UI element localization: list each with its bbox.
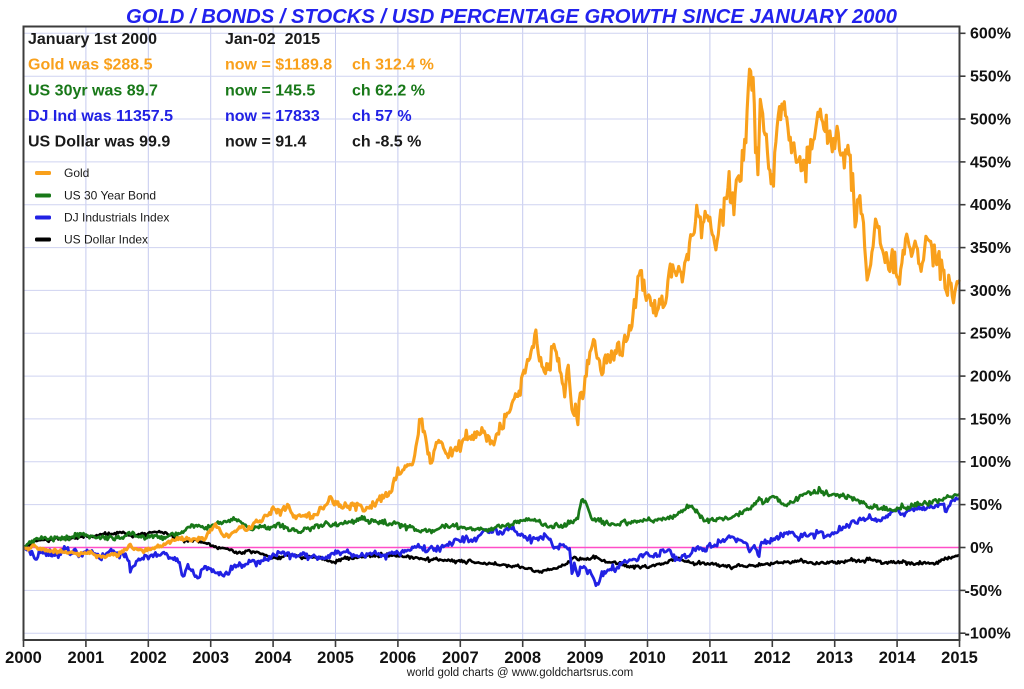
svg-text:US Dollar Index: US Dollar Index <box>64 233 148 247</box>
svg-text:0%: 0% <box>970 540 993 557</box>
svg-text:Gold: Gold <box>64 166 89 180</box>
svg-text:world gold charts @ www.goldch: world gold charts @ www.goldchartsrus.co… <box>406 667 633 679</box>
svg-text:DJ Ind was 11357.5: DJ Ind was 11357.5 <box>28 108 173 125</box>
svg-text:2012: 2012 <box>754 649 791 667</box>
svg-text:ch 312.4 %: ch 312.4 % <box>352 57 434 74</box>
svg-text:ch 62.2 %: ch 62.2 % <box>352 82 425 99</box>
svg-text:now = 145.5: now = 145.5 <box>225 82 315 99</box>
svg-text:2008: 2008 <box>504 649 541 667</box>
svg-text:2006: 2006 <box>380 649 417 667</box>
svg-text:US 30 Year Bond: US 30 Year Bond <box>64 189 156 203</box>
svg-text:2015: 2015 <box>941 649 978 667</box>
svg-text:2004: 2004 <box>255 649 293 667</box>
svg-text:now = 91.4: now = 91.4 <box>225 134 306 151</box>
svg-text:now = $1189.8: now = $1189.8 <box>225 57 332 74</box>
svg-text:100%: 100% <box>970 454 1011 471</box>
svg-text:2002: 2002 <box>130 649 167 667</box>
svg-text:-100%: -100% <box>965 626 1011 643</box>
svg-text:ch 57 %: ch 57 % <box>352 108 412 125</box>
svg-text:400%: 400% <box>970 197 1011 214</box>
svg-text:US 30yr was 89.7: US 30yr was 89.7 <box>28 82 158 99</box>
svg-text:2000: 2000 <box>5 649 42 667</box>
svg-text:600%: 600% <box>970 26 1011 43</box>
svg-text:ch -8.5 %: ch -8.5 % <box>352 134 421 151</box>
svg-text:50%: 50% <box>970 497 1002 514</box>
svg-text:250%: 250% <box>970 326 1011 343</box>
svg-text:450%: 450% <box>970 154 1011 171</box>
svg-text:2013: 2013 <box>816 649 853 667</box>
svg-text:US Dollar was 99.9: US Dollar was 99.9 <box>28 134 170 151</box>
svg-text:2011: 2011 <box>692 649 728 667</box>
svg-text:Gold was $288.5: Gold was $288.5 <box>28 57 153 74</box>
svg-text:2001: 2001 <box>68 649 105 667</box>
svg-text:2007: 2007 <box>442 649 479 667</box>
svg-text:2003: 2003 <box>192 649 229 667</box>
svg-text:150%: 150% <box>970 411 1011 428</box>
svg-text:200%: 200% <box>970 369 1011 386</box>
svg-text:300%: 300% <box>970 283 1011 300</box>
svg-text:Jan-02 2015: Jan-02 2015 <box>225 31 320 48</box>
svg-text:DJ Industrials Index: DJ Industrials Index <box>64 211 169 225</box>
svg-text:350%: 350% <box>970 240 1011 257</box>
svg-text:2009: 2009 <box>567 649 604 667</box>
svg-text:500%: 500% <box>970 111 1011 128</box>
svg-text:550%: 550% <box>970 69 1011 86</box>
svg-text:now = 17833: now = 17833 <box>225 108 320 125</box>
svg-text:January 1st 2000: January 1st 2000 <box>28 31 157 48</box>
svg-text:2010: 2010 <box>629 649 666 667</box>
svg-text:2005: 2005 <box>317 649 354 667</box>
svg-text:GOLD / BONDS / STOCKS / USD PE: GOLD / BONDS / STOCKS / USD PERCENTAGE G… <box>126 6 897 28</box>
svg-text:-50%: -50% <box>965 583 1002 600</box>
svg-text:2014: 2014 <box>879 649 917 667</box>
